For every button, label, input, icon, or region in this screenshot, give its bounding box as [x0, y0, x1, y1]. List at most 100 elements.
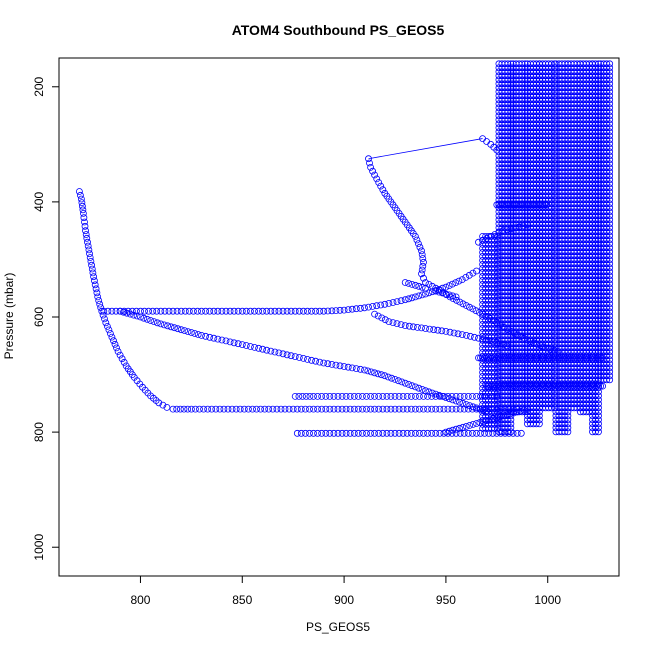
data-point — [595, 68, 602, 76]
data-point — [104, 322, 111, 330]
data-point — [595, 380, 602, 388]
data-point — [496, 340, 504, 348]
data-point — [206, 307, 214, 315]
data-point — [379, 392, 387, 400]
data-point — [133, 312, 141, 320]
data-point — [375, 429, 383, 437]
data-point — [452, 279, 460, 287]
data-point — [507, 272, 515, 280]
data-point — [520, 334, 528, 342]
data-point — [224, 405, 232, 413]
data-point — [595, 148, 602, 156]
data-point — [595, 354, 602, 362]
data-point — [187, 329, 195, 336]
data-point — [595, 372, 602, 380]
data-point — [495, 229, 503, 237]
data-point — [511, 224, 519, 232]
data-point — [459, 300, 467, 308]
data-point — [473, 404, 480, 412]
data-point — [173, 307, 181, 315]
data-point — [387, 392, 395, 400]
data-point — [434, 326, 442, 334]
data-point — [367, 163, 375, 171]
data-point — [155, 399, 163, 407]
data-point — [507, 84, 515, 92]
data-point — [606, 292, 614, 300]
data-point — [354, 429, 362, 437]
data-point — [189, 307, 197, 315]
data-point — [87, 257, 95, 265]
data-point — [101, 315, 108, 323]
data-point — [475, 308, 483, 316]
data-point — [255, 307, 263, 315]
data-point — [507, 152, 515, 160]
data-point — [394, 377, 402, 385]
data-point — [606, 172, 614, 180]
data-point — [458, 276, 466, 284]
data-point — [82, 231, 90, 238]
data-point — [595, 336, 602, 344]
data-point — [78, 199, 86, 207]
data-point — [430, 326, 438, 334]
data-point — [393, 320, 401, 328]
data-point — [606, 240, 614, 248]
data-point — [606, 76, 614, 84]
data-point — [169, 307, 177, 315]
data-point — [521, 264, 529, 272]
data-point — [283, 307, 291, 315]
data-point — [246, 343, 254, 350]
data-point — [222, 307, 230, 315]
data-point — [606, 232, 614, 240]
data-point — [521, 308, 529, 316]
data-point — [310, 429, 317, 437]
data-point — [500, 323, 508, 331]
data-point — [448, 280, 456, 288]
data-point — [595, 192, 602, 200]
data-point — [533, 340, 541, 348]
data-point — [595, 144, 602, 152]
data-point — [507, 236, 515, 244]
data-point — [521, 188, 529, 196]
data-point — [226, 307, 234, 315]
data-point — [80, 209, 87, 217]
data-point — [149, 307, 157, 315]
data-point — [460, 392, 468, 400]
data-point — [440, 392, 448, 400]
data-point — [595, 256, 602, 264]
data-point — [595, 152, 602, 160]
data-point — [521, 256, 529, 264]
data-point — [277, 405, 285, 413]
data-point — [537, 342, 544, 349]
data-point — [263, 307, 271, 315]
data-point — [432, 287, 440, 295]
data-point — [445, 427, 453, 435]
data-point — [387, 429, 395, 437]
data-point — [606, 184, 614, 192]
data-point — [455, 277, 463, 285]
data-point — [442, 290, 450, 298]
data-point — [483, 234, 491, 242]
data-point — [507, 372, 515, 380]
data-point — [606, 312, 614, 320]
data-point — [310, 392, 317, 400]
data-point — [185, 307, 193, 315]
data-point — [606, 376, 614, 384]
data-point — [595, 164, 602, 172]
data-point — [521, 288, 529, 296]
data-point — [606, 228, 614, 236]
data-point — [606, 340, 614, 348]
data-point — [393, 298, 401, 306]
data-point — [507, 220, 515, 228]
data-point — [403, 392, 411, 400]
data-point — [200, 405, 208, 413]
data-point — [462, 401, 470, 408]
data-point — [606, 364, 614, 372]
data-point — [444, 429, 452, 437]
data-point — [367, 405, 375, 413]
data-point — [157, 307, 165, 315]
data-point — [595, 188, 602, 196]
data-point — [606, 212, 614, 220]
data-point — [253, 405, 260, 413]
data-point — [322, 429, 330, 437]
data-point — [479, 406, 487, 414]
